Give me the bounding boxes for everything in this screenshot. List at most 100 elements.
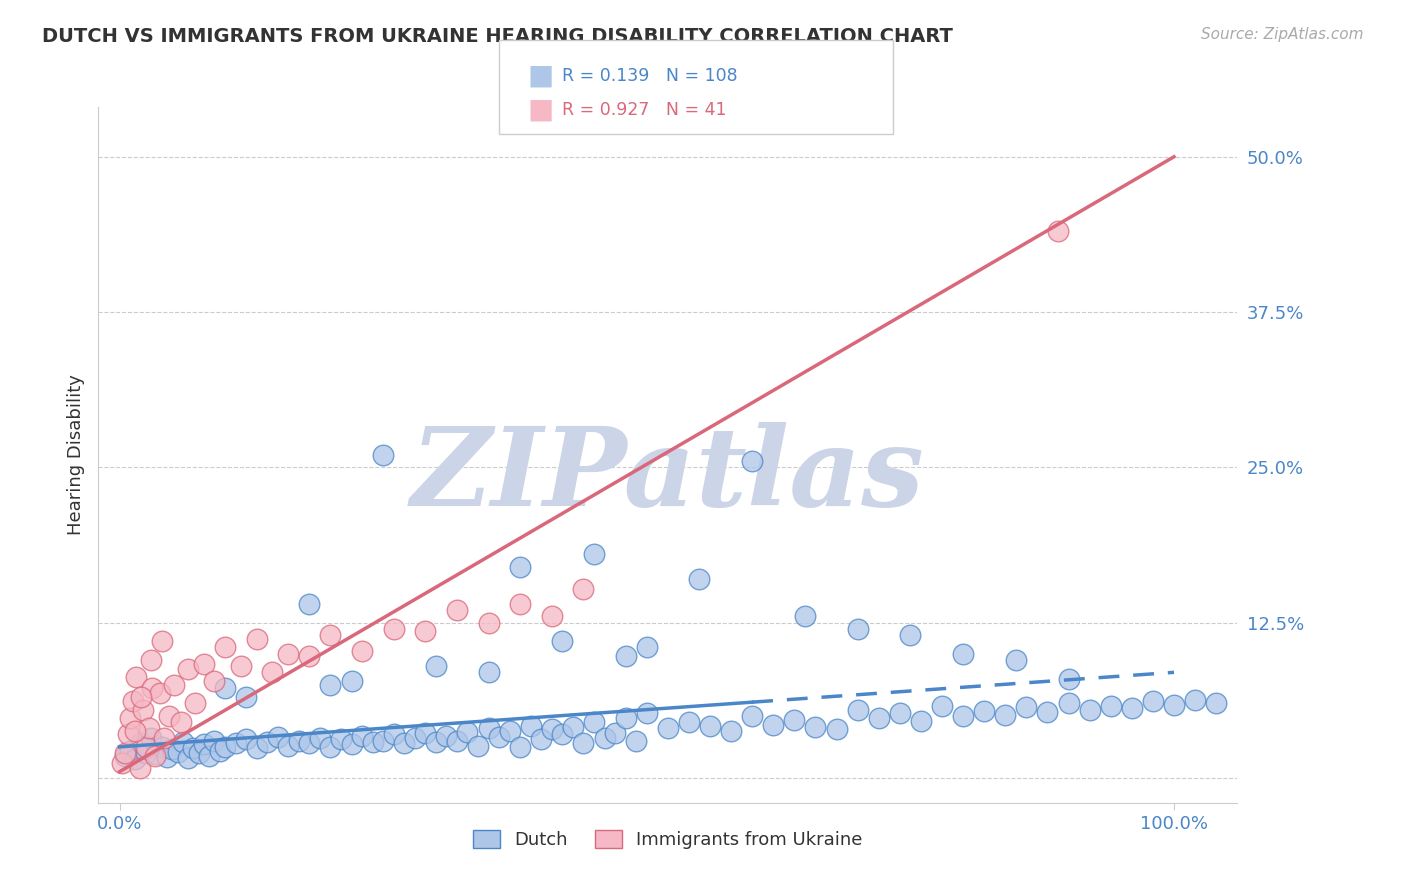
Text: R = 0.139   N = 108: R = 0.139 N = 108	[562, 67, 738, 85]
Point	[156, 749, 179, 764]
Point	[478, 615, 501, 630]
Point	[287, 733, 309, 747]
Point	[699, 719, 721, 733]
Point	[530, 732, 553, 747]
Point	[446, 733, 468, 747]
Point	[889, 706, 911, 721]
Point	[361, 735, 384, 749]
Text: ■: ■	[527, 95, 554, 124]
Point	[952, 708, 974, 723]
Point	[298, 597, 321, 611]
Y-axis label: Hearing Disability: Hearing Disability	[66, 375, 84, 535]
Point	[330, 732, 353, 747]
Point	[117, 727, 139, 741]
Point	[120, 711, 141, 725]
Point	[319, 628, 342, 642]
Point	[910, 714, 932, 728]
Point	[124, 723, 146, 738]
Point	[225, 736, 247, 750]
Point	[415, 624, 437, 639]
Point	[352, 644, 374, 658]
Point	[467, 739, 489, 753]
Point	[371, 448, 394, 462]
Point	[149, 686, 172, 700]
Point	[124, 752, 146, 766]
Point	[952, 647, 974, 661]
Point	[1036, 705, 1059, 719]
Point	[157, 708, 180, 723]
Point	[572, 736, 595, 750]
Point	[456, 725, 478, 739]
Point	[153, 731, 176, 746]
Point	[177, 662, 200, 676]
Point	[1078, 703, 1101, 717]
Point	[994, 707, 1017, 722]
Point	[572, 582, 595, 596]
Point	[262, 665, 284, 680]
Point	[1046, 224, 1070, 238]
Point	[162, 742, 183, 756]
Point	[1015, 700, 1038, 714]
Point	[720, 723, 742, 738]
Point	[415, 726, 437, 740]
Point	[425, 659, 447, 673]
Point	[478, 721, 501, 735]
Point	[1057, 697, 1080, 711]
Point	[478, 665, 501, 680]
Point	[626, 733, 648, 747]
Point	[846, 703, 869, 717]
Point	[129, 736, 152, 750]
Point	[267, 730, 290, 744]
Point	[235, 690, 257, 705]
Point	[145, 747, 167, 762]
Point	[150, 739, 173, 754]
Point	[183, 741, 205, 756]
Point	[404, 731, 426, 746]
Point	[509, 597, 531, 611]
Point	[120, 744, 141, 758]
Text: Source: ZipAtlas.com: Source: ZipAtlas.com	[1201, 27, 1364, 42]
Point	[166, 745, 188, 759]
Point	[135, 739, 157, 754]
Point	[198, 748, 221, 763]
Point	[138, 721, 160, 735]
Point	[1004, 653, 1026, 667]
Point	[340, 738, 363, 752]
Point	[125, 670, 148, 684]
Point	[214, 640, 236, 655]
Point	[163, 678, 186, 692]
Point	[122, 694, 145, 708]
Point	[277, 739, 299, 753]
Point	[193, 738, 215, 752]
Point	[783, 713, 806, 727]
Point	[214, 739, 236, 754]
Point	[614, 649, 637, 664]
Point	[804, 720, 827, 734]
Point	[436, 729, 458, 743]
Point	[1142, 694, 1164, 708]
Point	[193, 657, 215, 671]
Point	[246, 632, 269, 646]
Point	[132, 703, 155, 717]
Point	[141, 731, 163, 746]
Point	[1163, 698, 1185, 712]
Legend: Dutch, Immigrants from Ukraine: Dutch, Immigrants from Ukraine	[465, 822, 870, 856]
Point	[141, 681, 163, 696]
Point	[540, 723, 562, 737]
Point	[229, 659, 252, 673]
Point	[931, 698, 953, 713]
Point	[657, 721, 679, 735]
Point	[540, 609, 562, 624]
Point	[187, 746, 209, 760]
Point	[488, 730, 510, 744]
Point	[141, 653, 163, 667]
Point	[678, 714, 700, 729]
Point	[170, 714, 193, 729]
Point	[1099, 698, 1122, 713]
Point	[793, 609, 815, 624]
Point	[446, 603, 468, 617]
Text: R = 0.927   N = 41: R = 0.927 N = 41	[562, 101, 727, 119]
Point	[150, 634, 173, 648]
Point	[114, 748, 136, 763]
Point	[562, 720, 585, 734]
